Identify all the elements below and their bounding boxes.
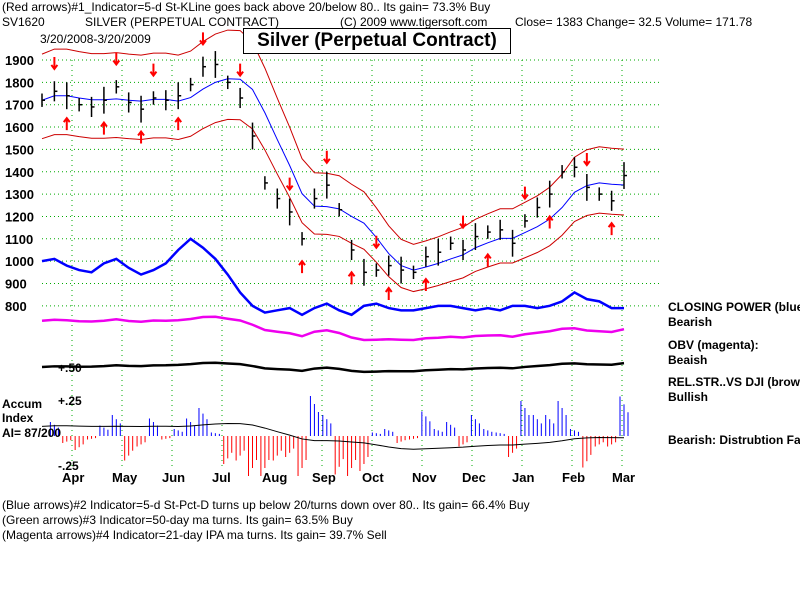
ai-bottom-tick: -.25 bbox=[58, 459, 79, 473]
date-range: 3/20/2008-3/20/2009 bbox=[40, 32, 151, 46]
red-down-arrow bbox=[50, 56, 59, 71]
y-tick-label: 1500 bbox=[5, 142, 34, 157]
red-up-arrow bbox=[545, 214, 554, 229]
red-down-arrow bbox=[459, 215, 467, 230]
y-tick-label: 1400 bbox=[5, 165, 34, 180]
indicator-1-text: (Red arrows)#1_Indicator=5-d St-KLine go… bbox=[2, 0, 491, 14]
month-label: May bbox=[112, 470, 138, 485]
upper-band bbox=[41, 29, 625, 245]
obv-label: OBV (magenta): bbox=[668, 338, 759, 352]
red-down-arrow bbox=[199, 32, 207, 47]
month-label: Jun bbox=[162, 470, 185, 485]
moving-average-line bbox=[41, 78, 625, 271]
month-label: Jul bbox=[212, 470, 231, 485]
ai-top-tick: +.25 bbox=[58, 394, 82, 408]
red-down-arrow bbox=[583, 153, 591, 167]
cp-state: Bearish bbox=[668, 315, 713, 329]
red-down-arrow bbox=[236, 63, 244, 78]
quote: Close= 1383 Change= 32.5 Volume= 171.78 bbox=[515, 15, 753, 29]
indicator-2-text: (Blue arrows)#2 Indicator=5-d St-Pct-D t… bbox=[2, 498, 530, 512]
red-down-arrow bbox=[323, 150, 331, 165]
red-up-arrow bbox=[422, 277, 430, 292]
red-up-arrow bbox=[607, 221, 616, 236]
red-down-arrow bbox=[372, 235, 381, 250]
rel-strength-line bbox=[41, 361, 625, 374]
y-tick-label: 1600 bbox=[5, 120, 34, 135]
y-tick-label: 1900 bbox=[5, 53, 34, 68]
cp-label: CLOSING POWER (blue bbox=[668, 300, 800, 314]
y-tick-label: 1200 bbox=[5, 209, 34, 224]
month-label: Sep bbox=[312, 470, 336, 485]
lower-band bbox=[41, 118, 625, 293]
symbol: SV1620 bbox=[2, 15, 45, 29]
red-down-arrow bbox=[521, 186, 529, 201]
month-label: Nov bbox=[412, 470, 437, 485]
rs-level: +.50 bbox=[58, 361, 82, 375]
y-tick-label: 1300 bbox=[5, 187, 34, 202]
month-label: Jan bbox=[512, 470, 534, 485]
y-tick-label: 1100 bbox=[5, 232, 33, 247]
red-up-arrow bbox=[174, 116, 183, 131]
red-down-arrow bbox=[112, 52, 121, 67]
red-up-arrow bbox=[62, 116, 71, 131]
month-label: Aug bbox=[262, 470, 287, 485]
y-tick-label: 1800 bbox=[5, 75, 34, 90]
indicator-3-text: (Green arrows)#3 Indicator=50-day ma tur… bbox=[2, 513, 353, 527]
instrument-name: SILVER (PERPETUAL CONTRACT) bbox=[85, 15, 280, 29]
month-label: Dec bbox=[462, 470, 486, 485]
red-up-arrow bbox=[298, 259, 306, 274]
accum-ma-line bbox=[41, 423, 625, 450]
y-tick-label: 1700 bbox=[5, 98, 34, 113]
indicator-4-text: (Magenta arrows)#4 Indicator=21-day IPA … bbox=[2, 528, 387, 542]
month-label: Feb bbox=[562, 470, 585, 485]
closing-power-line bbox=[41, 237, 624, 317]
month-label: Oct bbox=[362, 470, 384, 485]
red-up-arrow bbox=[137, 129, 145, 144]
obv-line bbox=[41, 315, 625, 342]
red-down-arrow bbox=[149, 63, 158, 78]
red-up-arrow bbox=[100, 120, 108, 135]
month-label: Apr bbox=[62, 470, 84, 485]
red-up-arrow bbox=[483, 252, 492, 267]
month-label: Mar bbox=[612, 470, 635, 485]
accum-label-1: Accum bbox=[2, 397, 43, 411]
accum-label-2: Index bbox=[2, 411, 34, 425]
red-down-arrow bbox=[285, 177, 294, 192]
copyright: (C) 2009 www.tigersoft.com bbox=[340, 15, 488, 29]
red-up-arrow bbox=[347, 270, 356, 285]
y-tick-label: 1000 bbox=[5, 254, 34, 269]
chart-title: Silver (Perpetual Contract) bbox=[243, 28, 511, 54]
rs-state: Bullish bbox=[668, 390, 709, 404]
y-tick-label: 800 bbox=[5, 299, 27, 314]
accum-value: AI= 87/200 bbox=[2, 426, 62, 440]
ai-state: Bearish: Distrubtion Fal bbox=[668, 433, 800, 447]
red-up-arrow bbox=[384, 286, 393, 300]
rs-label: REL.STR..VS DJI (brow bbox=[668, 375, 800, 389]
obv-state: Beaish bbox=[668, 353, 708, 367]
y-tick-label: 900 bbox=[5, 277, 27, 292]
